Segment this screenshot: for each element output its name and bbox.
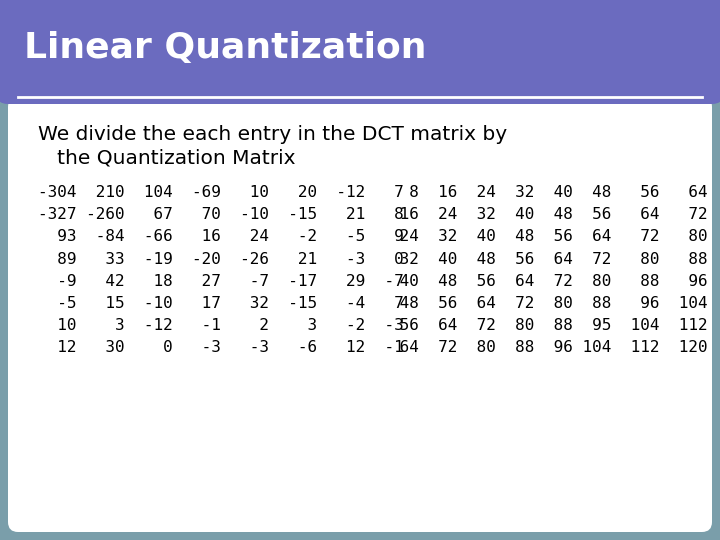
Text: the Quantization Matrix: the Quantization Matrix xyxy=(38,148,295,167)
Text: Linear Quantization: Linear Quantization xyxy=(24,31,426,65)
Text: 8  16  24  32  40  48   56   64
 16  24  32  40  48  56   64   72
 24  32  40  4: 8 16 24 32 40 48 56 64 16 24 32 40 48 56… xyxy=(390,185,708,355)
FancyBboxPatch shape xyxy=(0,0,720,104)
Text: -304  210  104  -69   10   20  -12   7
-327 -260   67   70  -10  -15   21   8
  : -304 210 104 -69 10 20 -12 7 -327 -260 6… xyxy=(38,185,404,355)
FancyBboxPatch shape xyxy=(0,0,720,540)
Text: We divide the each entry in the DCT matrix by: We divide the each entry in the DCT matr… xyxy=(38,125,507,144)
FancyBboxPatch shape xyxy=(8,97,712,532)
